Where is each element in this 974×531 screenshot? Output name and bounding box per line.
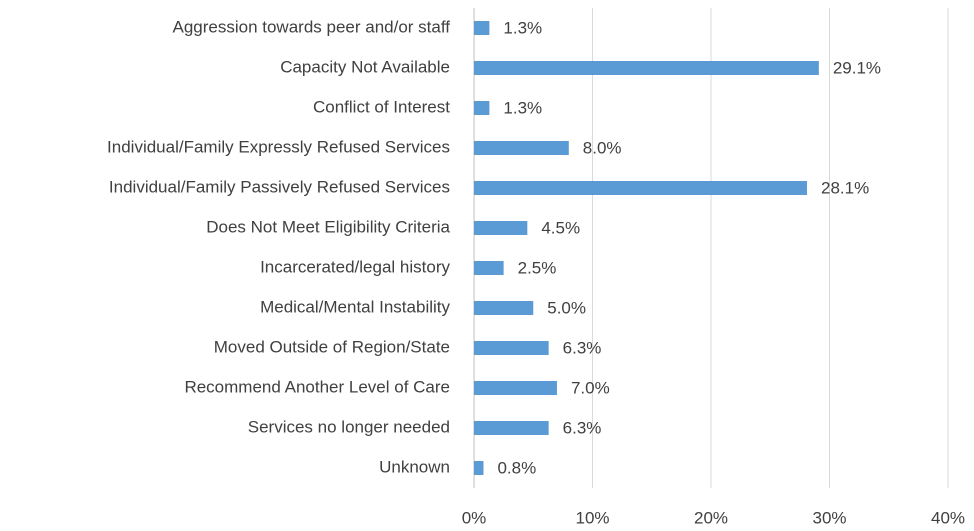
y-tick-label: Incarcerated/legal history <box>260 257 450 276</box>
y-tick-label: Medical/Mental Instability <box>260 297 450 316</box>
data-label: 2.5% <box>518 258 557 277</box>
y-tick-label: Services no longer needed <box>248 417 450 436</box>
bar <box>474 221 528 235</box>
data-label: 5.0% <box>547 298 586 317</box>
bar <box>474 21 490 35</box>
y-tick-label: Capacity Not Available <box>280 57 450 76</box>
x-tick-label: 30% <box>812 508 846 527</box>
data-label: 28.1% <box>821 178 869 197</box>
bar <box>474 101 490 115</box>
data-label: 1.3% <box>503 98 542 117</box>
y-tick-label: Does Not Meet Eligibility Criteria <box>206 217 450 236</box>
bar <box>474 301 534 315</box>
y-tick-label: Individual/Family Expressly Refused Serv… <box>107 137 450 156</box>
bar <box>474 181 807 195</box>
data-label: 7.0% <box>571 378 610 397</box>
bar <box>474 461 484 475</box>
data-label: 8.0% <box>583 138 622 157</box>
data-label: 4.5% <box>541 218 580 237</box>
bar <box>474 341 549 355</box>
x-tick-label: 20% <box>694 508 728 527</box>
x-tick-label: 40% <box>931 508 965 527</box>
data-label: 6.3% <box>563 418 602 437</box>
y-tick-label: Aggression towards peer and/or staff <box>172 17 450 36</box>
y-tick-label: Recommend Another Level of Care <box>184 377 450 396</box>
y-tick-label: Moved Outside of Region/State <box>214 337 450 356</box>
data-label: 0.8% <box>497 458 536 477</box>
x-tick-label: 0% <box>462 508 487 527</box>
y-tick-label: Conflict of Interest <box>313 97 450 116</box>
bar <box>474 61 819 75</box>
y-tick-label: Individual/Family Passively Refused Serv… <box>109 177 450 196</box>
data-label: 1.3% <box>503 18 542 37</box>
bar <box>474 421 549 435</box>
bar <box>474 141 569 155</box>
data-label: 29.1% <box>833 58 881 77</box>
x-tick-label: 10% <box>575 508 609 527</box>
bar <box>474 261 504 275</box>
y-tick-label: Unknown <box>379 457 450 476</box>
data-label: 6.3% <box>563 338 602 357</box>
bar <box>474 381 557 395</box>
